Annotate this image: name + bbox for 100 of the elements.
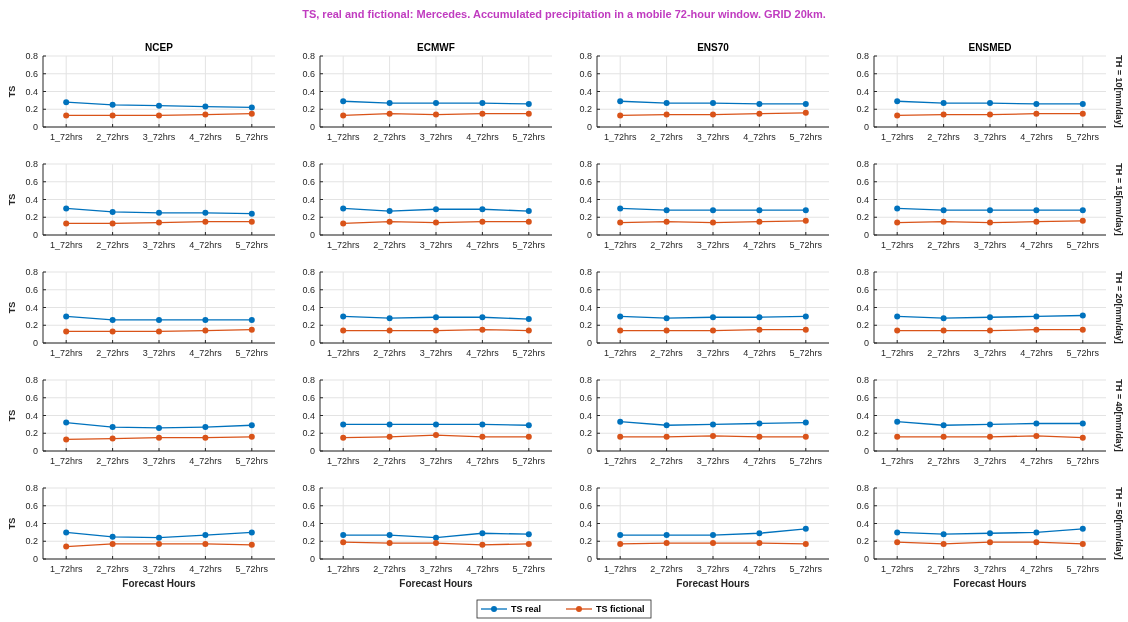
y-tick-label: 0 [309,554,315,565]
point [248,316,255,323]
x-tick-label: 1_72hrs [880,348,914,358]
point [940,422,947,429]
x-tick-label: 1_72hrs [603,456,637,466]
point [663,315,670,322]
point [1079,434,1086,441]
point [433,327,439,334]
y-axis-title: TS [7,301,17,314]
point [479,100,486,107]
point [109,220,116,227]
y-tick-label: 0 [586,554,592,565]
y-tick-label: 0.8 [302,375,315,386]
y-tick-label: 0.8 [25,51,38,62]
point [1033,100,1040,107]
y-tick-label: 0.4 [856,518,869,529]
x-tick-label: 1_72hrs [49,564,83,574]
point [525,208,532,215]
y-tick-label: 0.6 [302,68,315,79]
point [340,98,347,105]
point [433,219,439,226]
point [987,219,993,226]
point [525,110,532,117]
y-tick-label: 0.6 [25,68,38,79]
y-tick-label: 0.2 [302,428,315,439]
y-tick-label: 0.4 [579,410,592,421]
point [617,433,624,440]
point [802,540,809,547]
point [663,422,670,429]
x-tick-label: 3_72hrs [142,348,176,358]
point [756,100,763,107]
x-tick-label: 4_72hrs [743,132,777,142]
x-tick-label: 5_72hrs [512,564,546,574]
point [386,433,393,440]
x-tick-label: 4_72hrs [1020,456,1054,466]
point [63,313,70,320]
point [479,530,486,537]
point [109,424,116,431]
legend-label: TS real [511,604,542,615]
y-tick-label: 0.8 [579,159,592,170]
point [802,100,809,107]
y-tick-label: 0.4 [302,302,315,313]
y-tick-label: 0 [586,446,592,457]
point [1079,207,1086,214]
y-tick-label: 0 [32,446,38,457]
point [386,110,393,117]
point [663,540,670,547]
y2-axis-title: TH = 10[mm/day] [1114,55,1124,128]
point [940,100,947,107]
x-tick-label: 3_72hrs [973,456,1007,466]
y-tick-label: 0.8 [302,159,315,170]
x-tick-label: 2_72hrs [96,456,130,466]
y-tick-label: 0.6 [579,68,592,79]
y-tick-label: 0 [863,446,869,457]
x-tick-label: 1_72hrs [880,240,914,250]
point [1033,207,1040,214]
x-tick-label: 4_72hrs [743,456,777,466]
x-tick-label: 4_72hrs [189,348,223,358]
point [1033,432,1040,439]
y-tick-label: 0.2 [302,320,315,331]
legend-label: TS fictional [596,604,645,615]
y-tick-label: 0.2 [25,104,38,115]
point [202,327,209,334]
y-tick-label: 0.8 [25,483,38,494]
y-tick-label: 0.4 [302,518,315,529]
x-tick-label: 2_72hrs [96,240,130,250]
point [248,110,255,117]
point [1033,420,1040,427]
y-tick-label: 0.8 [302,483,315,494]
y-tick-label: 0.8 [579,375,592,386]
y-tick-label: 0.2 [579,320,592,331]
x-tick-label: 3_72hrs [696,132,730,142]
x-tick-label: 4_72hrs [189,132,223,142]
point [802,525,809,532]
x-tick-label: 1_72hrs [49,240,83,250]
x-tick-label: 4_72hrs [466,240,500,250]
x-tick-label: 2_72hrs [373,564,407,574]
x-axis-title: Forecast Hours [399,578,474,589]
point [1079,110,1086,117]
point [894,98,901,105]
x-tick-label: 1_72hrs [880,564,914,574]
y-tick-label: 0.6 [25,284,38,295]
point [987,421,993,428]
point [479,433,486,440]
y-tick-label: 0.6 [302,392,315,403]
y-tick-label: 0.2 [25,212,38,223]
x-tick-label: 1_72hrs [603,132,637,142]
y-tick-label: 0.4 [856,86,869,97]
y-tick-label: 0 [863,554,869,565]
x-tick-label: 5_72hrs [1066,132,1100,142]
point [156,434,162,441]
point [525,433,532,440]
x-tick-label: 5_72hrs [1066,240,1100,250]
y-tick-label: 0.4 [579,518,592,529]
point [109,328,116,335]
point [663,111,670,118]
x-axis-title: Forecast Hours [122,578,197,589]
x-tick-label: 4_72hrs [743,564,777,574]
x-tick-label: 5_72hrs [1066,348,1100,358]
x-tick-label: 5_72hrs [1066,564,1100,574]
